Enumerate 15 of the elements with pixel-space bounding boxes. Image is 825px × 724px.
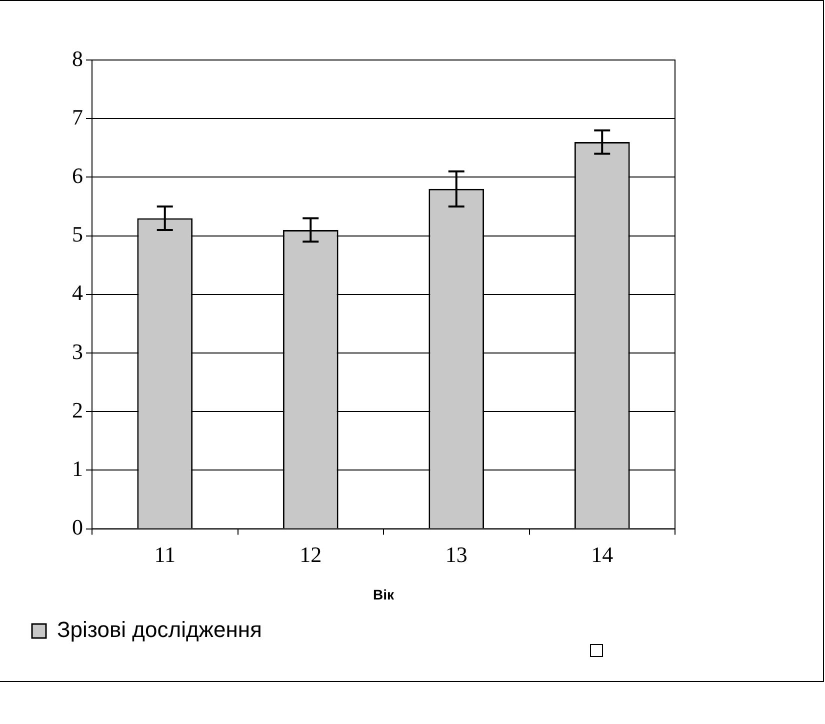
y-tick-label: 4: [72, 280, 83, 306]
y-tick-label: 0: [72, 514, 83, 540]
y-tick-label: 1: [72, 456, 83, 481]
x-axis-title: Вік: [372, 586, 395, 602]
x-tick-label: 13: [445, 542, 468, 567]
x-tick-label: 14: [591, 542, 614, 567]
y-tick-label: 5: [72, 222, 83, 247]
y-tick-label: 2: [72, 397, 83, 422]
legend-label: Зрізові дослідження: [57, 617, 262, 642]
y-tick-label: 6: [72, 162, 83, 188]
x-tick-label: 12: [300, 542, 322, 567]
y-tick-label: 3: [72, 338, 83, 364]
x-tick-label: 11: [154, 542, 176, 567]
y-tick-label: 8: [72, 46, 83, 71]
y-tick-label: 7: [72, 104, 83, 130]
